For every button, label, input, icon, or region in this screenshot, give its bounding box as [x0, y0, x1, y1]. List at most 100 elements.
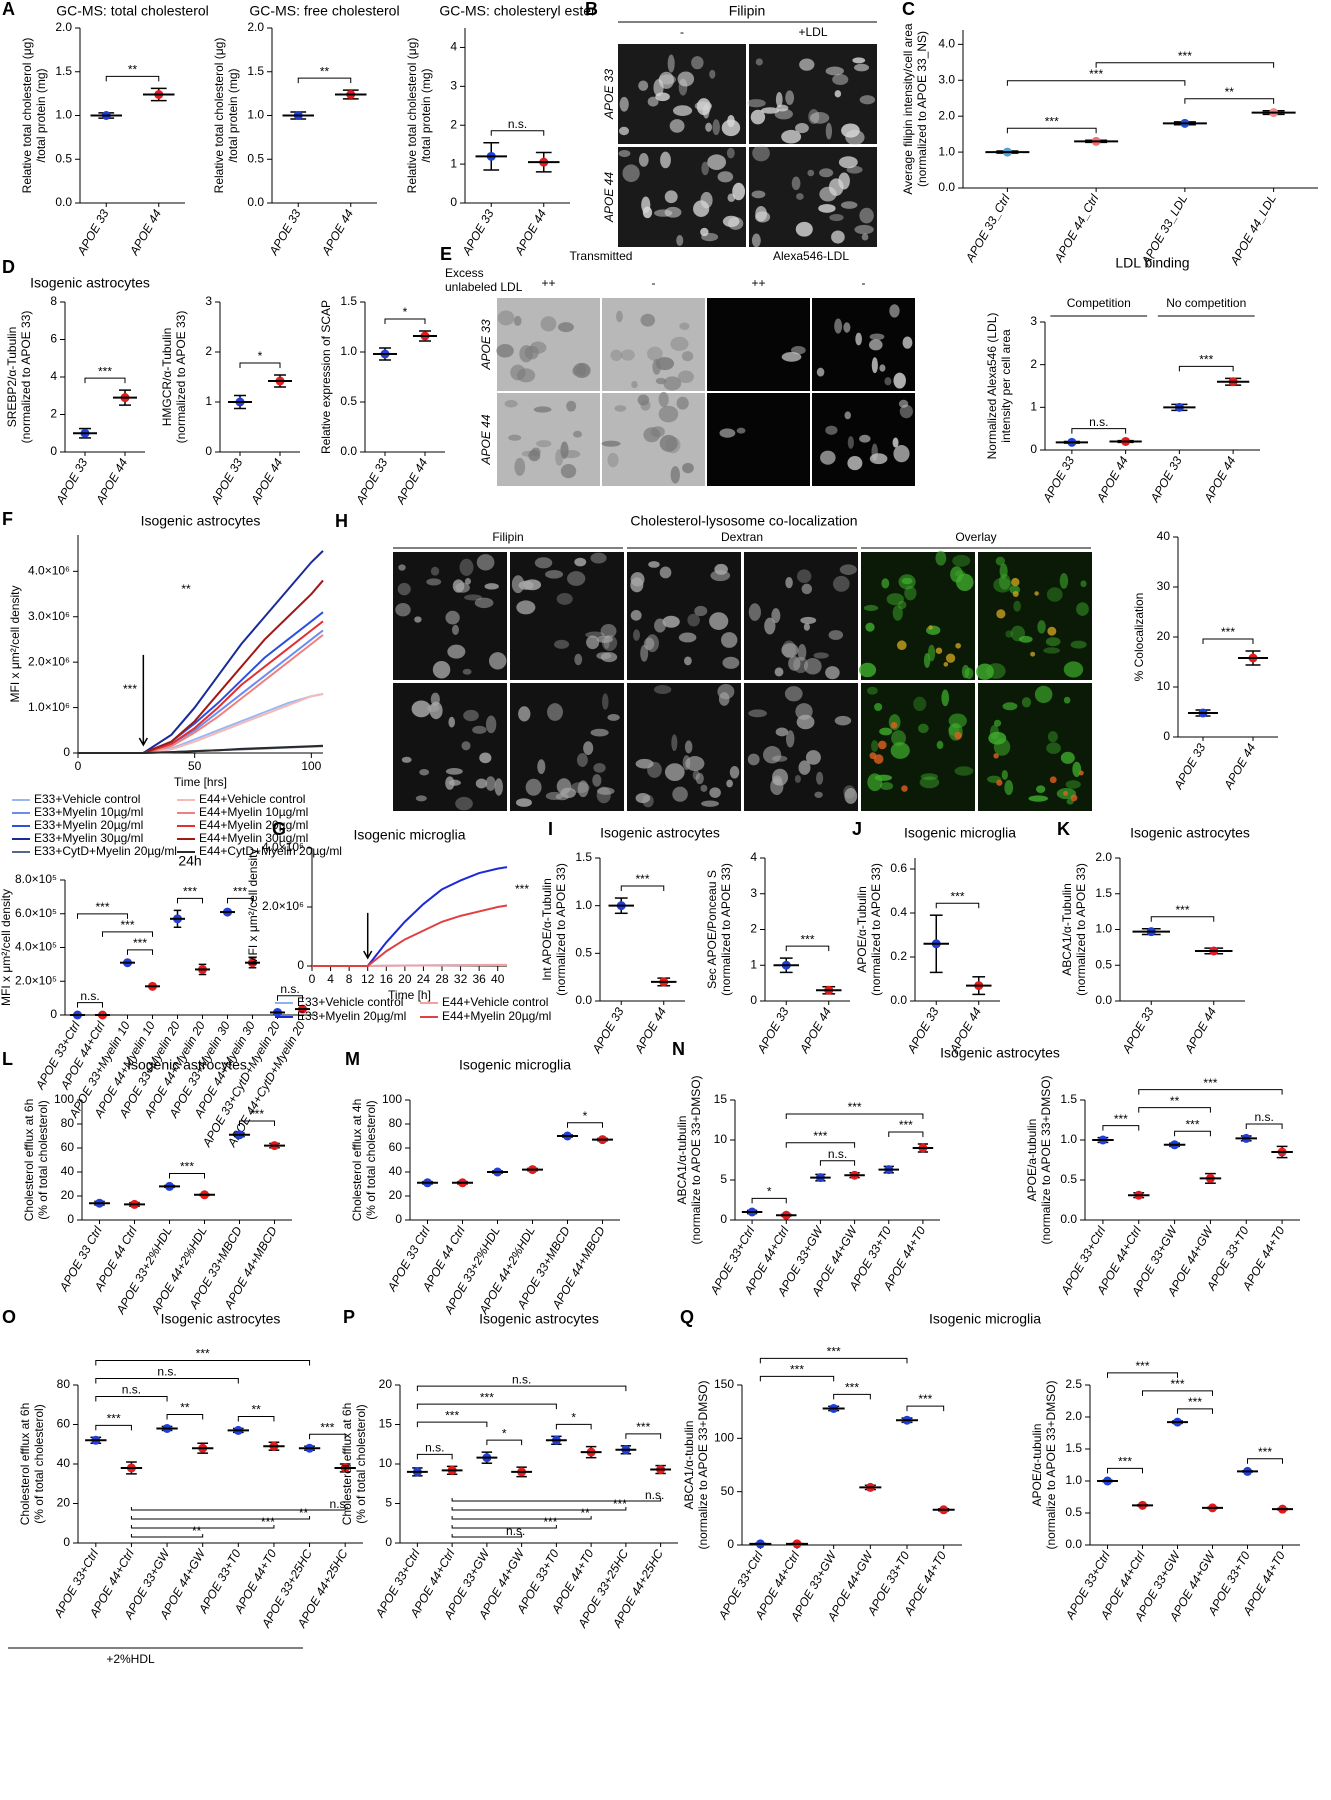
y-axis-label: MFI x μm²/cell density — [8, 586, 22, 703]
micrograph — [393, 683, 507, 811]
sig-label: *** — [1188, 1395, 1202, 1409]
y-tick-label: 15 — [379, 1417, 393, 1431]
sig-label: *** — [845, 1381, 859, 1395]
overlap — [1030, 651, 1036, 657]
cell — [556, 592, 573, 605]
sig-label: *** — [1135, 1359, 1149, 1373]
cell — [524, 345, 539, 360]
group-title: Overlay — [955, 530, 996, 544]
cell — [1046, 587, 1063, 602]
cell — [701, 161, 709, 176]
y-tick-label: 100 — [382, 1092, 402, 1106]
sig-bracket — [227, 897, 253, 904]
y-tick-label: 0.0 — [938, 180, 955, 194]
cell — [662, 615, 680, 628]
row-label: APOE 33 — [479, 319, 493, 370]
cell — [1046, 742, 1061, 754]
x-tick-label: APOE 33 — [589, 1005, 627, 1056]
sig-bracket — [1006, 80, 1186, 86]
legend-label: E33+Vehicle control — [297, 995, 403, 1009]
cell — [736, 427, 746, 434]
y-tick-label: 3 — [205, 294, 212, 308]
cell — [678, 632, 697, 643]
cell — [411, 700, 431, 718]
group-label: Competition — [1067, 296, 1131, 310]
cell — [920, 773, 938, 781]
cell — [954, 570, 966, 577]
cell — [818, 203, 836, 213]
cell — [886, 593, 904, 606]
y-axis-label: SREBP2/α-Tubulin — [5, 327, 19, 428]
cell — [577, 363, 587, 377]
cell — [641, 196, 651, 214]
x-tick-label: 24 — [417, 972, 431, 986]
sig-bracket — [490, 130, 545, 136]
x-tick-label: 36 — [472, 972, 486, 986]
sig-label: *** — [250, 1107, 264, 1121]
sig-label: ** — [180, 1401, 190, 1415]
cell — [898, 574, 916, 590]
cell — [554, 639, 570, 649]
micrograph — [707, 298, 810, 391]
cell — [859, 434, 871, 443]
cell — [547, 703, 563, 721]
y-tick-label: 0.0 — [340, 444, 357, 458]
cell — [592, 774, 602, 787]
sig-bracket — [759, 1375, 835, 1382]
cell — [610, 349, 623, 362]
sig-bracket — [1178, 365, 1234, 372]
y-tick-label: 6.0×10⁵ — [15, 906, 57, 920]
y-tick-label: 0.0 — [890, 993, 907, 1007]
arrow — [363, 912, 373, 960]
y-axis-label: (% of total cholesterol) — [364, 1100, 378, 1219]
y-tick-label: 0 — [395, 1212, 402, 1226]
series-line — [78, 611, 324, 754]
cell — [721, 632, 738, 648]
chart-title: Isogenic microglia — [459, 1057, 571, 1073]
x-tick-label: 28 — [435, 972, 449, 986]
y-tick-label: 20 — [379, 1377, 393, 1391]
cell — [879, 782, 894, 791]
panel-letter: C — [902, 0, 915, 19]
y-tick-label: 0 — [450, 195, 457, 209]
cell — [838, 172, 850, 190]
micrograph — [978, 552, 1092, 680]
overlap — [1034, 591, 1039, 596]
cell — [816, 771, 824, 785]
cell — [513, 315, 522, 326]
cell — [797, 569, 812, 584]
sig-label: *** — [320, 1420, 334, 1434]
series-line — [312, 904, 508, 967]
y-tick-label: 1 — [1030, 400, 1037, 414]
cell — [941, 689, 950, 707]
cell — [935, 550, 947, 566]
cell — [828, 630, 844, 640]
sig-bracket — [277, 995, 303, 1001]
cell — [954, 766, 974, 776]
cell — [577, 780, 589, 798]
y-axis-label: Cholesterol efflux at 4h — [350, 1099, 364, 1222]
legend-label: E33+Vehicle control — [34, 792, 140, 806]
sig-bracket — [785, 1142, 856, 1148]
sig-bracket — [819, 1160, 856, 1166]
cell — [652, 359, 661, 375]
cell — [658, 405, 679, 423]
cell — [514, 457, 526, 476]
cell — [1013, 600, 1021, 612]
cell — [712, 119, 720, 136]
sig-label: *** — [98, 364, 112, 378]
sig-bracket — [416, 1385, 627, 1392]
sig-bracket — [84, 377, 126, 384]
micrograph — [618, 147, 746, 247]
cell — [459, 558, 474, 576]
cell — [640, 644, 649, 662]
sig-bracket — [1174, 1130, 1211, 1137]
cell — [794, 774, 801, 783]
sig-label: *** — [1178, 49, 1192, 63]
x-tick-label: APOE 33 — [74, 207, 112, 258]
cell — [844, 411, 851, 420]
cell — [795, 122, 809, 134]
cell — [593, 762, 606, 773]
cell — [1005, 630, 1013, 638]
cell — [694, 605, 708, 617]
